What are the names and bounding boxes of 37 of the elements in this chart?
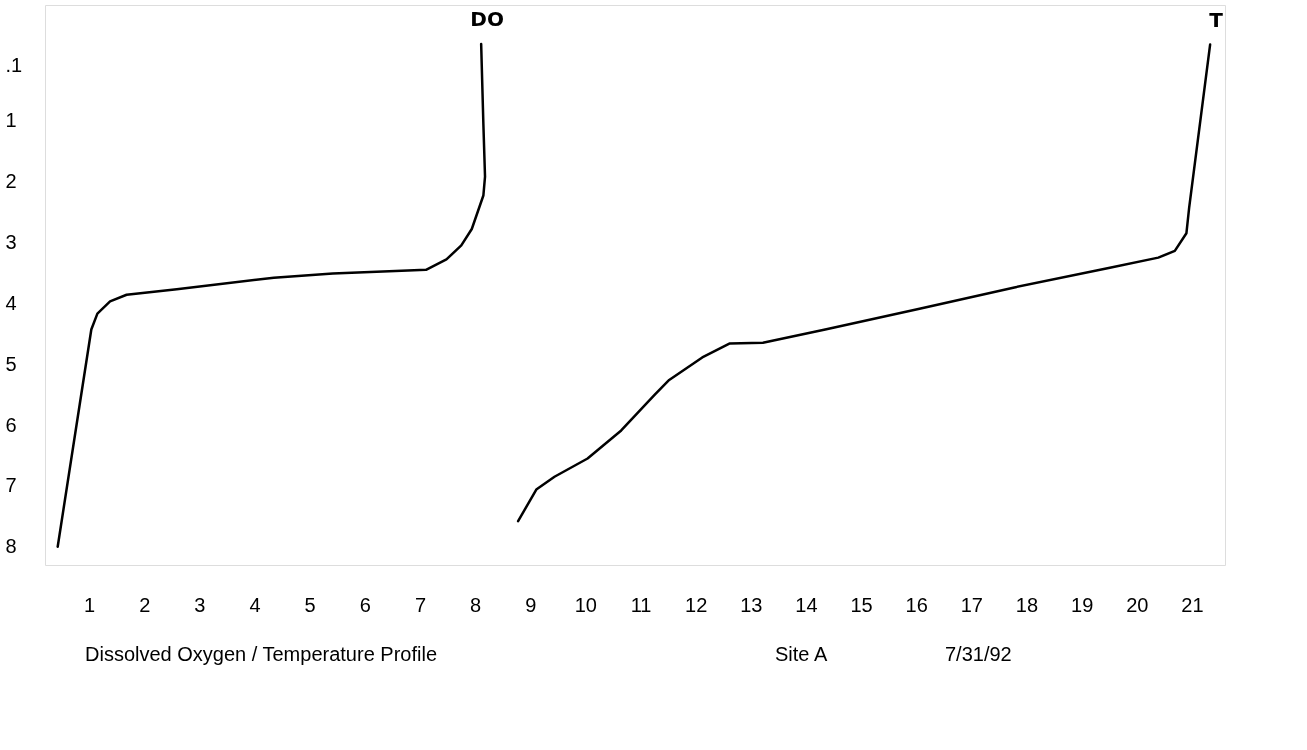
y-tick-label: 1 (5, 109, 17, 132)
y-tick-label: 8 (5, 535, 17, 558)
x-tick-label: 21 (1181, 593, 1204, 616)
y-tick-label: 5 (5, 352, 17, 375)
x-tick-label: 18 (1015, 593, 1039, 616)
x-tick-label: 11 (630, 593, 652, 616)
x-tick-label: 2 (139, 593, 151, 616)
y-tick-label: 4 (5, 291, 17, 314)
y-tick-label: 3 (5, 230, 17, 253)
x-tick-label: 16 (905, 593, 928, 616)
text: 7/31/92 (945, 643, 1012, 665)
x-tick-label: 15 (850, 593, 873, 616)
x-tick-label: 17 (960, 593, 983, 616)
x-tick-label: 12 (685, 593, 708, 616)
x-tick-label: 4 (249, 593, 261, 616)
x-tick-label: 1 (84, 593, 96, 616)
line-series (516, 43, 1212, 523)
series-label: T (1209, 7, 1224, 32)
y-tick-label: .1 (5, 54, 23, 77)
x-tick-label: 5 (304, 593, 316, 616)
x-tick-label: 6 (359, 593, 371, 616)
x-tick-label: 7 (414, 593, 427, 616)
x-tick-label: 13 (740, 593, 763, 616)
text: Site A (775, 643, 828, 665)
y-tick-label: 2 (5, 170, 17, 193)
x-tick-label: 20 (1126, 593, 1149, 616)
y-tick-label: 7 (5, 474, 17, 497)
x-tick-label: 8 (470, 593, 482, 616)
x-tick-label: 9 (525, 593, 537, 616)
text: Dissolved Oxygen / Temperature Profile (85, 643, 438, 665)
x-tick-label: 10 (574, 593, 597, 616)
x-tick-label: 14 (795, 593, 818, 616)
y-tick-label: 6 (5, 413, 17, 436)
line-series (56, 42, 487, 548)
series-label: DO (470, 6, 504, 31)
x-tick-label: 19 (1071, 593, 1094, 616)
x-tick-label: 3 (194, 593, 206, 616)
